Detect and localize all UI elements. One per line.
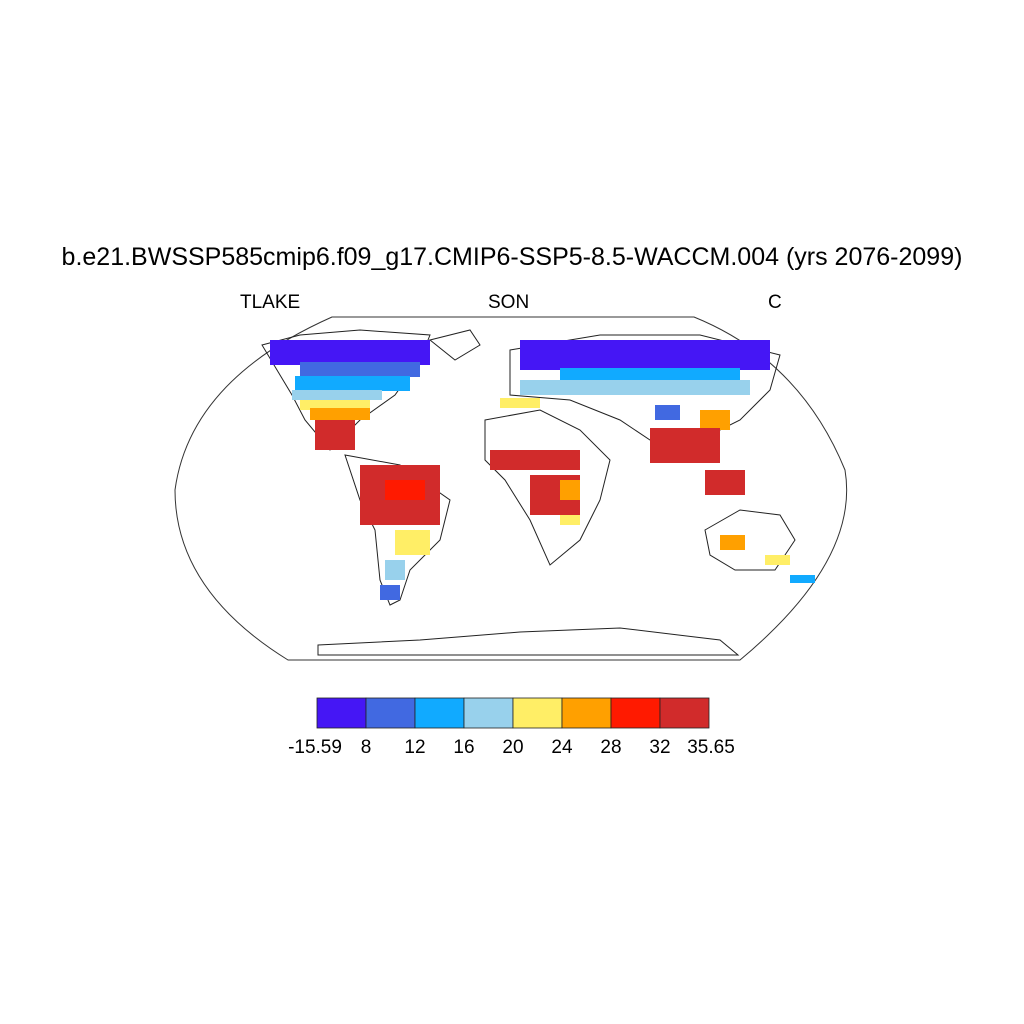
colorbar-swatch	[414, 697, 465, 729]
field-patch	[790, 575, 815, 583]
colorbar-tick-label: 12	[404, 737, 425, 758]
field-patch	[295, 376, 410, 391]
field-patch	[520, 340, 770, 370]
colorbar-tick-label: 35.65	[687, 737, 735, 758]
colorbar-swatch	[365, 697, 416, 729]
colorbar-swatch	[316, 697, 367, 729]
colorbar-swatch	[561, 697, 612, 729]
colorbar: -15.59 8 12 16 20 24 28 32 35.65	[288, 697, 735, 758]
antarctica-coast	[317, 627, 740, 656]
field-patch	[765, 555, 790, 565]
field-patch	[315, 420, 355, 450]
field-patch	[385, 560, 405, 580]
field-patch	[560, 480, 580, 500]
variable-label: TLAKE	[240, 292, 301, 313]
field-patch	[270, 340, 430, 365]
field-patch	[380, 585, 400, 600]
colorbar-swatch	[512, 697, 563, 729]
field-patch	[720, 535, 745, 550]
season-label: SON	[488, 292, 530, 313]
north-america-coast	[261, 329, 431, 451]
field-patch	[500, 398, 540, 408]
field-patch	[700, 410, 730, 430]
field-patch	[705, 470, 745, 495]
map-title: b.e21.BWSSP585cmip6.f09_g17.CMIP6-SSP5-8…	[61, 243, 963, 271]
tlake-field	[270, 340, 815, 600]
colorbar-tick-label: 32	[649, 737, 670, 758]
field-patch	[490, 450, 580, 470]
colorbar-tick-label: 8	[361, 737, 372, 758]
colorbar-tick-label: 20	[502, 737, 523, 758]
colorbar-swatch	[463, 697, 514, 729]
colorbar-tick-label: 24	[551, 737, 573, 758]
field-patch	[650, 428, 720, 463]
field-patch	[385, 480, 425, 500]
africa-coast	[484, 409, 611, 566]
colorbar-tick-label: -15.59	[288, 737, 342, 758]
field-patch	[292, 390, 382, 400]
colorbar-tick-label: 28	[600, 737, 621, 758]
field-patch	[520, 380, 750, 395]
field-patch	[300, 362, 420, 377]
field-patch	[395, 530, 430, 555]
colorbar-tick-label: 16	[453, 737, 474, 758]
colorbar-swatch	[659, 697, 710, 729]
field-patch	[310, 408, 370, 420]
field-patch	[560, 515, 580, 525]
colorbar-swatch	[610, 697, 661, 729]
greenland-coast	[428, 329, 481, 361]
field-patch	[560, 368, 740, 383]
field-patch	[300, 400, 370, 410]
field-patch	[655, 405, 680, 420]
units-label: C	[768, 292, 782, 313]
